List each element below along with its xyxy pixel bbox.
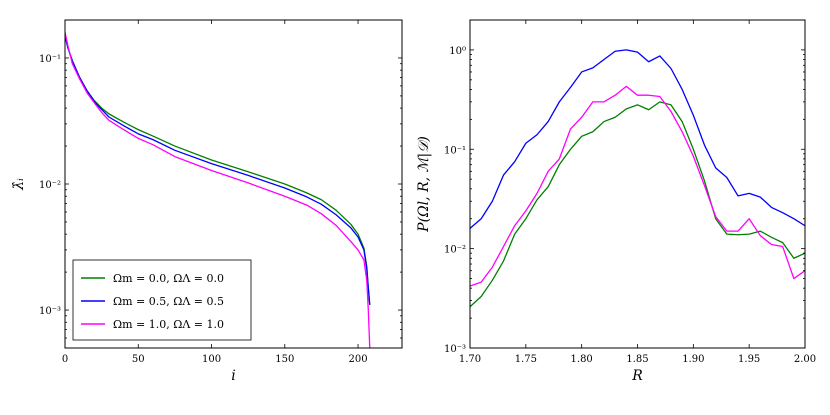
- y-tick-label: 10⁻³: [39, 306, 61, 317]
- y-axis-label: P(Ωl, R, ℳ|𝒟): [416, 136, 432, 233]
- x-tick-label: 1.95: [738, 354, 760, 365]
- x-tick-label: 1.80: [571, 354, 593, 365]
- axes-frame: [469, 19, 806, 349]
- legend-label-0: Ωm = 0.0, ΩΛ = 0.0: [113, 272, 224, 285]
- x-tick-label: 100: [202, 354, 221, 365]
- right-panel: 1.70 1.75 1.80 1.85 1.90 1.95 2.00 10⁻³ 10⁻² 10⁻¹…: [416, 19, 816, 384]
- x-tick-label: 0: [62, 354, 68, 365]
- y-tick-label: 10⁰: [449, 46, 466, 57]
- series-line-1: [65, 35, 371, 305]
- y-axis-label: λ̂ᵢ: [11, 178, 27, 191]
- y-tick-label: 10⁻¹: [39, 54, 61, 65]
- y-tick-label: 10⁻²: [444, 245, 466, 256]
- y-tick-label: 10⁻¹: [444, 145, 466, 156]
- legend: Ωm = 0.0, ΩΛ = 0.0 Ωm = 0.5, ΩΛ = 0.5 Ωm =…: [72, 259, 252, 341]
- legend-label-1: Ωm = 0.5, ΩΛ = 0.5: [113, 295, 224, 308]
- y-tick-label: 10⁻³: [444, 344, 466, 355]
- x-tick-label: 1.75: [515, 354, 537, 365]
- y-tick-label: 10⁻²: [39, 180, 61, 191]
- x-tick-label: 2.00: [794, 354, 816, 365]
- series-line-2: [65, 32, 371, 348]
- series-group: [470, 49, 805, 308]
- series-line-1: [470, 49, 805, 229]
- x-axis-label: R: [631, 368, 643, 384]
- x-tick-label: 1.85: [626, 354, 648, 365]
- x-tick-label: 150: [275, 354, 294, 365]
- x-tick-label: 200: [348, 354, 367, 365]
- series-line-2: [470, 85, 805, 287]
- x-tick-label: 1.90: [682, 354, 704, 365]
- x-axis-label: i: [231, 368, 235, 384]
- left-panel: 0 50 100 150 200 10⁻³ 10⁻² 10⁻¹ i λ̂ᵢ Ωm = 0.0, ΩΛ…: [11, 19, 403, 384]
- series-line-0: [470, 101, 805, 308]
- legend-box: [72, 259, 252, 341]
- x-tick-label: 1.70: [459, 354, 481, 365]
- legend-label-2: Ωm = 1.0, ΩΛ = 1.0: [113, 318, 224, 331]
- series-group: [65, 32, 371, 348]
- x-tick-label: 50: [132, 354, 145, 365]
